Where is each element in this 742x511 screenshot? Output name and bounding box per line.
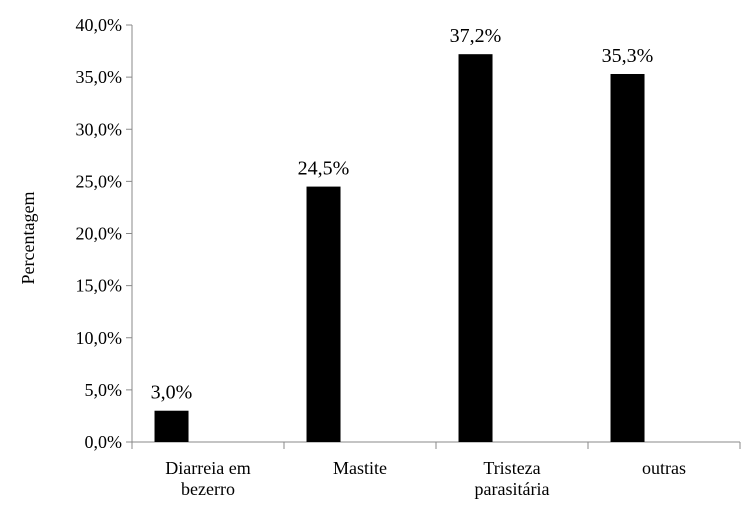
y-tick-label: 15,0% <box>76 276 123 296</box>
bar <box>610 73 645 442</box>
data-labels: 3,0% 24,5% 37,2% 35,3% <box>151 25 654 404</box>
data-label: 37,2% <box>450 25 502 47</box>
y-tick-label: 25,0% <box>76 171 123 191</box>
y-tick-label: 10,0% <box>76 328 123 348</box>
bar <box>458 54 493 442</box>
x-tick-label: Mastite <box>333 458 387 478</box>
bars <box>154 54 645 442</box>
y-tick-label: 30,0% <box>76 119 123 139</box>
y-tick-label: 20,0% <box>76 224 123 244</box>
y-axis: 0,0% 5,0% 10,0% 15,0% 20,0% 25,0% 30,0% 35,0% 40… <box>76 15 133 452</box>
y-axis-label: Percentagem <box>18 192 38 285</box>
data-label: 3,0% <box>151 382 193 404</box>
x-tick-label: Diarreia em bezerro <box>165 458 250 499</box>
data-label: 35,3% <box>602 45 654 67</box>
data-label: 24,5% <box>298 158 350 180</box>
bar <box>306 186 341 442</box>
y-tick-label: 5,0% <box>85 380 123 400</box>
y-tick-label: 35,0% <box>76 67 123 87</box>
x-tick-label: outras <box>642 458 686 478</box>
x-axis: Diarreia em bezerro Mastite Tristeza parasit… <box>131 441 741 499</box>
y-tick-label: 0,0% <box>85 432 123 452</box>
bar <box>154 410 189 442</box>
y-tick-label: 40,0% <box>76 15 123 35</box>
x-tick-label: Tristeza parasitária <box>475 458 550 499</box>
